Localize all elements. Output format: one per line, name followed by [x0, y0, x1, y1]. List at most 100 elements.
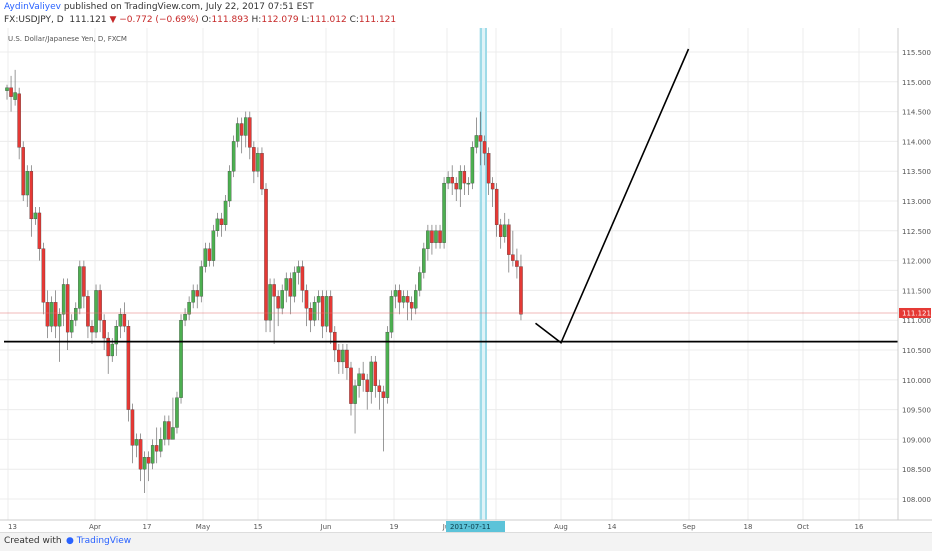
candle-body	[118, 314, 123, 327]
candle-body	[45, 302, 50, 327]
candle-body	[21, 147, 25, 196]
candle-body	[5, 87, 9, 91]
candle-body	[470, 147, 475, 184]
candle-body	[106, 337, 110, 357]
crosshair-highlight	[479, 28, 487, 520]
candle-body	[438, 230, 442, 243]
projection-path[interactable]	[535, 48, 690, 345]
price-tick-label: 111.000	[902, 317, 931, 325]
candle-body	[482, 141, 487, 154]
candle-body	[458, 171, 463, 190]
candle-body	[175, 397, 179, 428]
candle-body	[13, 92, 17, 100]
candles-layer	[5, 69, 523, 494]
candle-body	[466, 182, 471, 185]
tradingview-link[interactable]: ● TradingView	[66, 536, 131, 546]
candle-body	[365, 379, 369, 392]
candle-body	[78, 266, 82, 309]
tradingview-brand: TradingView	[76, 536, 132, 546]
price-tick-label: 113.500	[902, 168, 931, 176]
candle-body	[41, 248, 46, 303]
footer-bar: Created with ● TradingView	[0, 532, 932, 551]
candle-body	[450, 177, 454, 184]
candle-body	[304, 290, 309, 309]
candle-body	[17, 93, 21, 148]
down-arrow-icon: ▼	[109, 15, 117, 25]
price-tag-bg	[899, 307, 931, 318]
time-tick-label: Sep	[682, 523, 696, 531]
created-with-label: Created with	[4, 536, 62, 546]
candle-body	[134, 439, 139, 446]
price-tick-label: 114.000	[902, 138, 931, 146]
candle-body	[474, 135, 479, 148]
candle-body	[426, 230, 430, 249]
price-change: −0.772 (−0.69%)	[119, 15, 199, 25]
candle-body	[179, 320, 183, 398]
candle-body	[324, 296, 329, 327]
candle-body	[268, 284, 272, 321]
candle-body	[337, 349, 341, 363]
candle-body	[49, 302, 54, 327]
candle-body	[138, 439, 143, 470]
candle-body	[413, 290, 418, 309]
price-tick-label: 111.500	[902, 287, 931, 295]
candle-body	[227, 171, 232, 202]
candle-body	[486, 153, 491, 184]
candle-body	[219, 218, 224, 225]
candle-body	[90, 326, 94, 333]
candle-body	[442, 182, 446, 243]
candle-body	[74, 308, 78, 321]
candle-body	[33, 212, 38, 220]
candle-body	[515, 260, 519, 267]
candle-body	[381, 391, 386, 398]
candle-body	[284, 278, 288, 291]
price-tick-label: 114.500	[902, 109, 931, 117]
candle-body	[377, 385, 382, 392]
author-link[interactable]: AydinValiyev	[4, 2, 61, 12]
candle-body	[357, 373, 361, 386]
price-chart[interactable]: U.S. Dollar/Japanese Yen, D, FXCM 115.50…	[0, 28, 932, 532]
candle-body	[122, 314, 127, 327]
candle-body	[361, 373, 365, 380]
candle-body	[187, 302, 191, 315]
candle-body	[126, 326, 131, 410]
candle-body	[114, 326, 119, 345]
candle-body	[272, 284, 276, 297]
candle-body	[248, 117, 252, 148]
candle-body	[142, 457, 147, 470]
candle-body	[65, 284, 70, 333]
high-label: H:	[251, 15, 262, 25]
candle-body	[154, 445, 159, 452]
time-tick-label: 19	[390, 523, 399, 531]
symbol-label[interactable]: FX:USDJPY, D	[4, 15, 64, 25]
price-tick-label: 110.000	[902, 377, 931, 385]
date-tag-bg	[446, 521, 505, 532]
time-tick-label: Apr	[89, 523, 101, 531]
publish-info: AydinValiyev published on TradingView.co…	[4, 2, 314, 12]
candle-body	[159, 439, 163, 452]
candle-body	[300, 266, 305, 291]
price-tick-label: 113.000	[902, 198, 931, 206]
candle-body	[329, 296, 333, 333]
candle-body	[86, 296, 90, 327]
candle-body	[345, 349, 349, 369]
price-axis[interactable]: 115.500 115.000 114.500 114.000 113.500 113.0…	[902, 49, 931, 504]
candle-body	[434, 230, 438, 243]
publish-text: published on TradingView.com, July 22, 2…	[63, 2, 314, 12]
price-tick-label: 115.500	[902, 49, 931, 57]
open-value: 111.893	[211, 15, 249, 25]
time-tick-label: 17	[143, 523, 152, 531]
candle-body	[235, 123, 240, 142]
candle-body	[223, 200, 228, 225]
candle-body	[511, 254, 515, 261]
price-tick-label: 112.500	[902, 228, 931, 236]
price-tick-label: 112.000	[902, 258, 931, 266]
candle-body	[130, 409, 135, 446]
candle-body	[252, 147, 256, 172]
time-axis[interactable]: 13Apr17May15Jun19Jul17Aug14Sep18Oct16	[8, 523, 864, 531]
price-tick-label: 108.000	[902, 496, 931, 504]
candle-body	[239, 123, 244, 136]
candle-body	[292, 272, 297, 297]
high-value: 112.079	[261, 15, 299, 25]
candle-body	[353, 385, 357, 404]
